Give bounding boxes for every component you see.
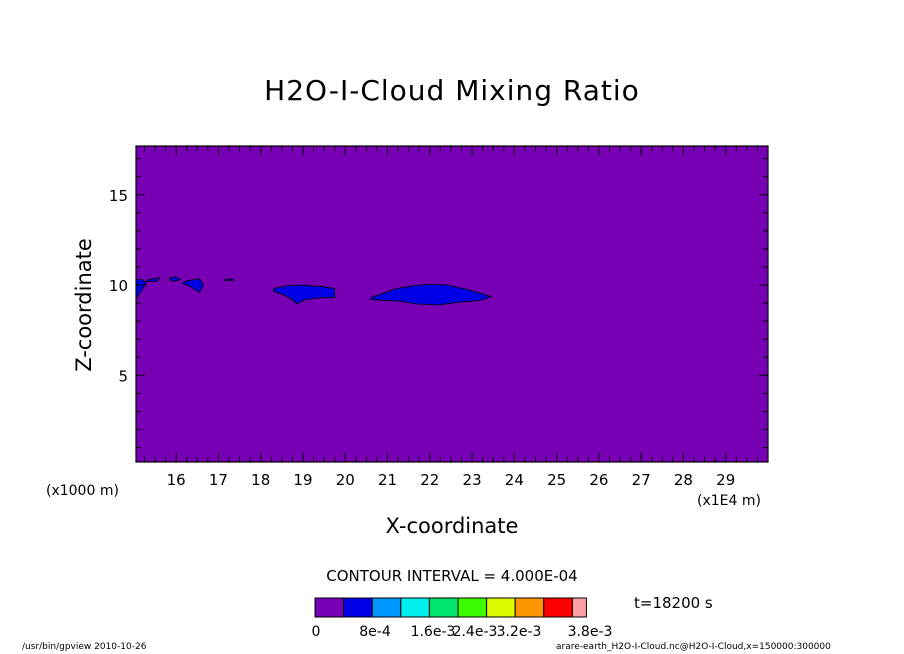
colorbar-label: 0: [312, 624, 321, 640]
x-tick-label: 29: [716, 471, 735, 489]
colorbar-label: 8e-4: [359, 624, 391, 640]
colorbar-swatch-6: [457, 597, 488, 618]
contour-region-2: [145, 277, 161, 282]
x-tick-label: 17: [209, 471, 228, 489]
colorbar-swatch-9: [543, 597, 573, 618]
x-tick-label: 23: [463, 471, 482, 489]
footer-left-text: /usr/bin/gpview 2010-10-26: [22, 642, 147, 652]
contour-region-6: [272, 284, 336, 305]
x-tick-label: 25: [547, 471, 566, 489]
time-label: t=18200 s: [634, 594, 713, 612]
plot-frame: [135, 145, 769, 463]
y-tick-label: 5: [118, 367, 128, 385]
chart-title: H2O-I-Cloud Mixing Ratio: [264, 74, 640, 107]
x-tick-label: 28: [674, 471, 693, 489]
x-tick-label: 21: [378, 471, 397, 489]
colorbar-label: 3.2e-3: [497, 624, 542, 640]
x-tick-label: 24: [505, 471, 524, 489]
contour-region-5: [224, 278, 234, 281]
x-tick-label: 19: [293, 471, 312, 489]
x-axis-label: X-coordinate: [385, 514, 519, 538]
y-tick-label: 15: [109, 187, 128, 205]
x-tick-label: 20: [336, 471, 355, 489]
colorbar-swatch-10: [571, 597, 587, 618]
colorbar-swatch-3: [371, 597, 402, 618]
contour-interval-label: CONTOUR INTERVAL = 4.000E-04: [326, 567, 578, 585]
x-unit-label: (x1E4 m): [697, 493, 761, 509]
x-tick-label: 26: [589, 471, 608, 489]
contour-region-7: [370, 283, 493, 306]
y-unit-label: (x1000 m): [46, 483, 119, 499]
colorbar-swatch-2: [343, 597, 373, 618]
x-tick-label: 27: [632, 471, 651, 489]
contour-region-3: [169, 276, 182, 282]
colorbar-label: 1.6e-3: [411, 624, 456, 640]
colorbar-swatch-1: [314, 597, 345, 618]
colorbar-swatch-4: [400, 597, 430, 618]
colorbar-label: 2.4e-3: [453, 624, 498, 640]
colorbar-swatch-5: [428, 597, 459, 618]
colorbar-swatch-8: [514, 597, 545, 618]
plot-background: [136, 146, 768, 462]
x-tick-label: 16: [167, 471, 186, 489]
colorbar-swatch-7: [486, 597, 516, 618]
x-tick-label: 22: [420, 471, 439, 489]
colorbar-label: 3.8e-3: [568, 624, 613, 640]
x-tick-label: 18: [251, 471, 270, 489]
contour-region-4: [181, 278, 205, 293]
y-tick-label: 10: [109, 277, 128, 295]
footer-right-text: arare-earth_H2O-I-Cloud.nc@H2O-I-Cloud,x…: [556, 642, 831, 652]
